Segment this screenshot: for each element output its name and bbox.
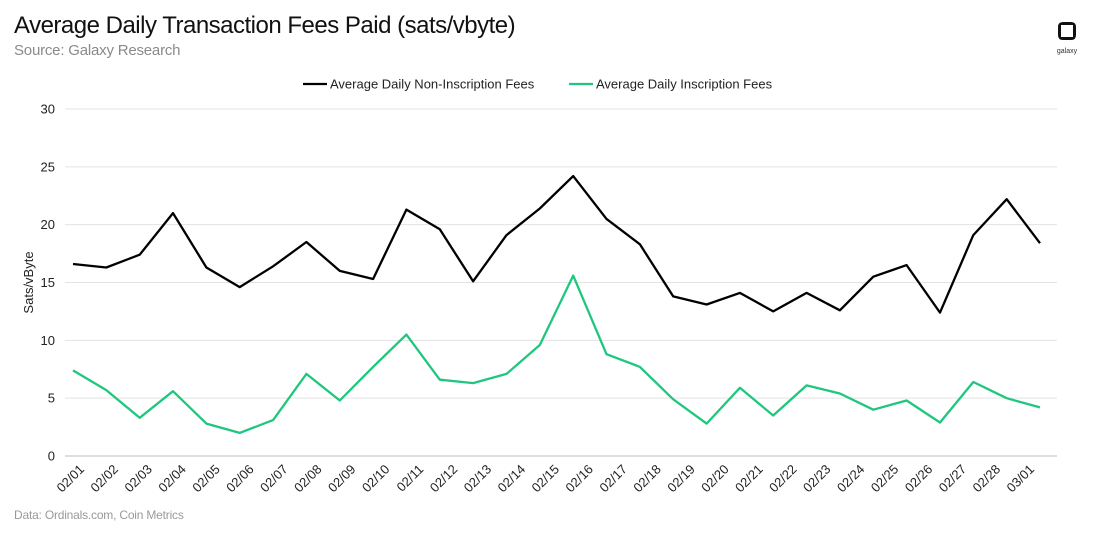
- x-tick-label: 02/03: [121, 462, 155, 496]
- y-tick-label: 30: [41, 102, 55, 117]
- x-tick-label: 02/23: [800, 462, 834, 496]
- x-tick-label: 02/12: [427, 462, 461, 496]
- x-tick-label: 02/22: [766, 462, 800, 496]
- y-tick-label: 25: [41, 159, 55, 174]
- x-tick-label: 03/01: [1004, 462, 1038, 496]
- x-tick-label: 02/09: [325, 462, 359, 496]
- x-tick-label: 02/17: [596, 462, 630, 496]
- x-tick-label: 02/28: [970, 462, 1004, 496]
- x-tick-label: 02/06: [223, 462, 257, 496]
- x-tick-label: 02/02: [87, 462, 121, 496]
- y-tick-label: 5: [48, 391, 55, 406]
- x-tick-label: 02/27: [936, 462, 970, 496]
- x-tick-label: 02/26: [902, 462, 936, 496]
- series-line-inscription: [72, 274, 1041, 435]
- x-tick-label: 02/19: [664, 462, 698, 496]
- x-tick-label: 02/11: [393, 462, 426, 495]
- x-tick-label: 02/05: [189, 462, 223, 496]
- y-axis-label: Sats/vByte: [21, 251, 36, 313]
- y-tick-label: 20: [41, 217, 55, 232]
- legend-label: Average Daily Inscription Fees: [596, 77, 773, 92]
- chart-subtitle: Source: Galaxy Research: [14, 42, 181, 59]
- x-tick-label: 02/24: [834, 462, 868, 496]
- legend-label: Average Daily Non-Inscription Fees: [330, 77, 535, 92]
- x-tick-label: 02/25: [868, 462, 902, 496]
- galaxy-logo-text: galaxy: [1056, 48, 1078, 55]
- y-tick-label: 15: [41, 275, 55, 290]
- x-tick-label: 02/20: [698, 462, 732, 496]
- galaxy-logo-icon: [1058, 22, 1076, 40]
- x-tick-label: 02/14: [495, 462, 529, 496]
- x-tick-label: 02/04: [155, 462, 189, 496]
- x-tick-label: 02/21: [732, 462, 766, 496]
- x-tick-label: 02/08: [291, 462, 325, 496]
- x-tick-label: 02/13: [461, 462, 495, 496]
- x-tick-label: 02/16: [562, 462, 596, 496]
- y-tick-label: 0: [48, 449, 55, 464]
- galaxy-logo: galaxy: [1052, 20, 1082, 55]
- x-tick-label: 02/15: [529, 462, 563, 496]
- series-line-non-inscription: [72, 174, 1041, 314]
- y-tick-label: 10: [41, 333, 55, 348]
- chart-title: Average Daily Transaction Fees Paid (sat…: [14, 12, 516, 39]
- data-source-note: Data: Ordinals.com, Coin Metrics: [14, 508, 184, 522]
- x-tick-label: 02/07: [257, 462, 291, 496]
- x-tick-label: 02/01: [54, 462, 88, 496]
- x-tick-label: 02/18: [630, 462, 664, 496]
- x-tick-label: 02/10: [359, 462, 393, 496]
